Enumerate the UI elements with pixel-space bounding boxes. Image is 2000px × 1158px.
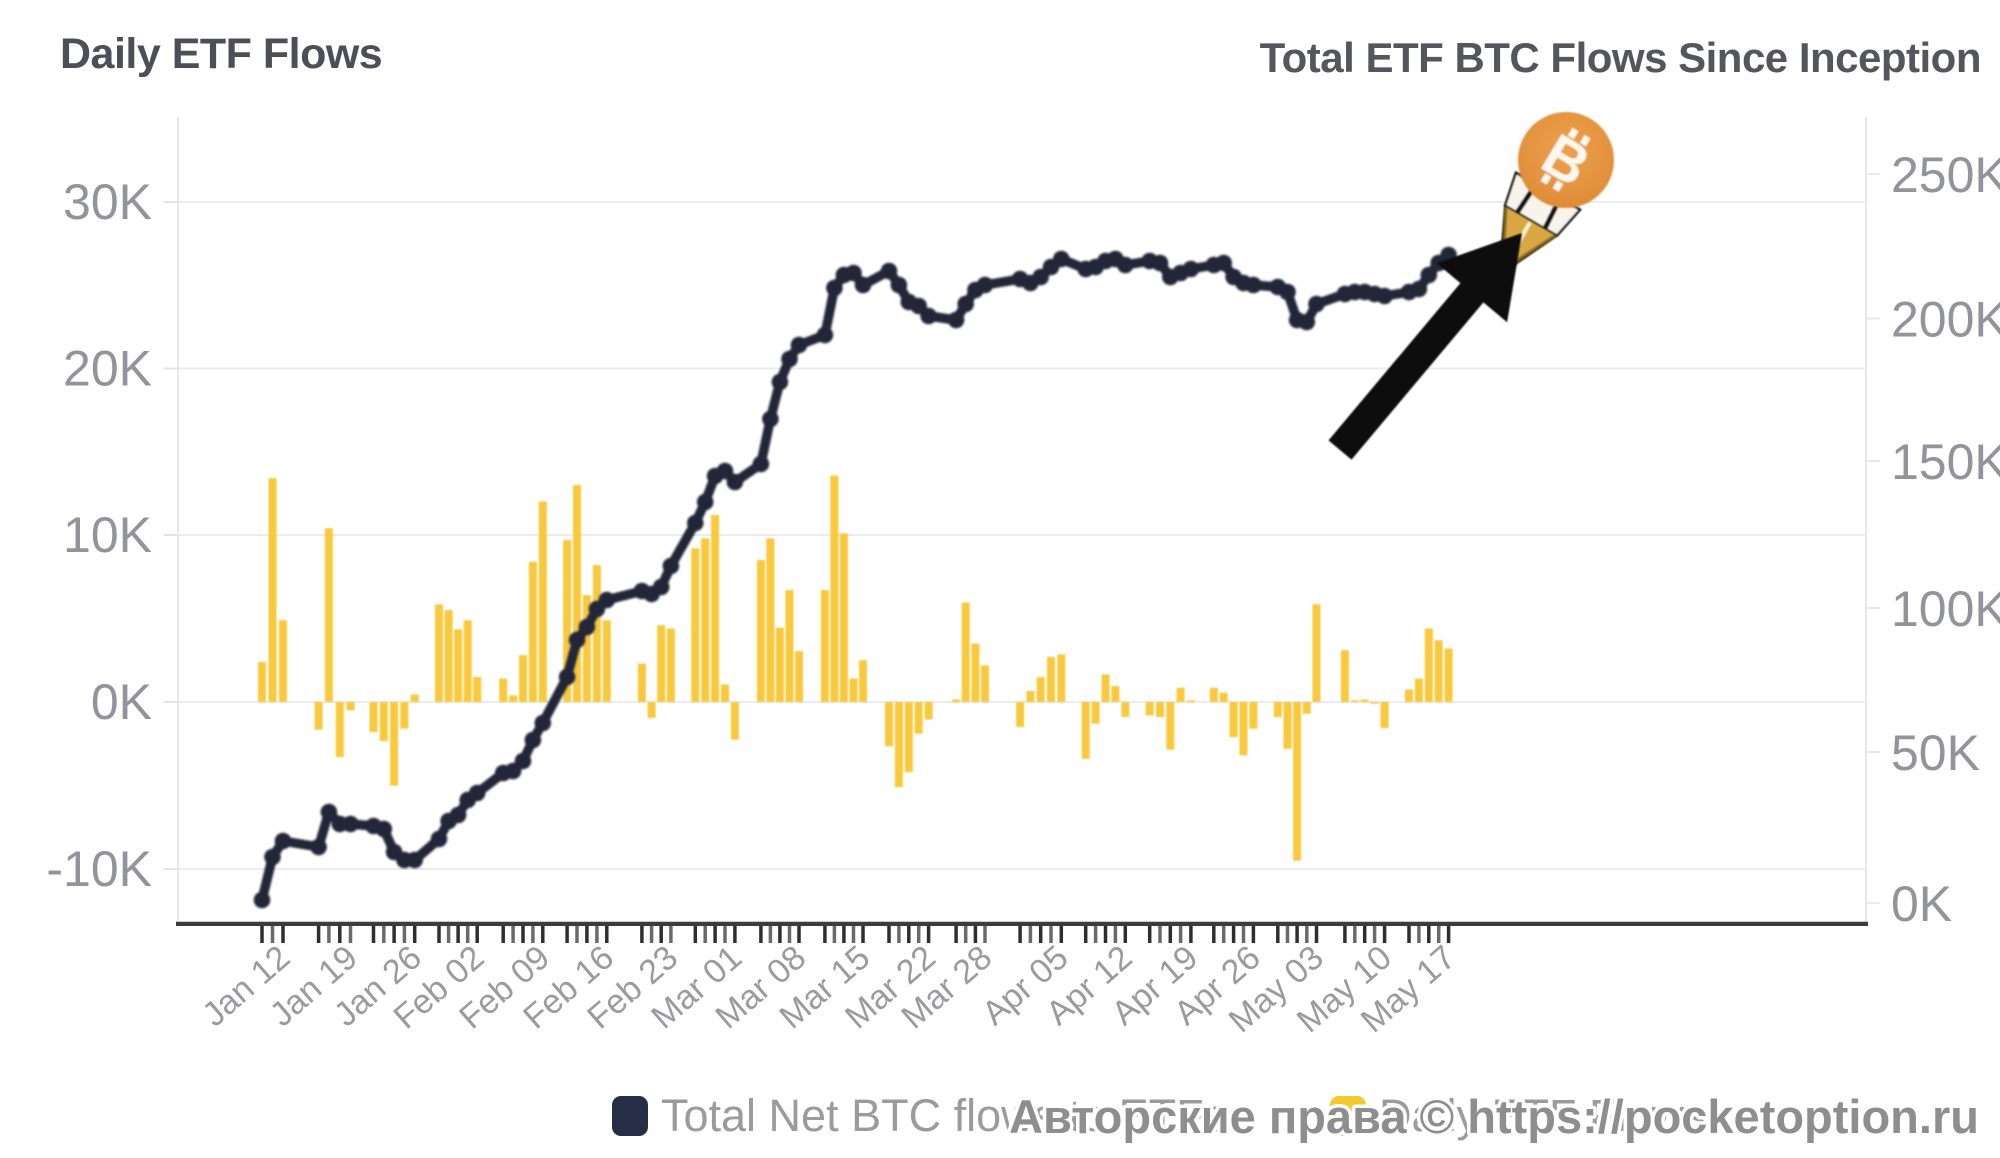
svg-text:-10K: -10K — [46, 841, 152, 897]
svg-text:10K: 10K — [63, 507, 152, 563]
svg-text:Daily ETF Flows: Daily ETF Flows — [60, 30, 382, 78]
svg-text:150K: 150K — [1891, 434, 2000, 490]
svg-text:0K: 0K — [91, 674, 152, 730]
svg-text:Daily ETF Flows: Daily ETF Flows — [1379, 1090, 1707, 1141]
svg-text:20K: 20K — [63, 341, 152, 397]
svg-text:30K: 30K — [63, 174, 152, 230]
svg-text:0K: 0K — [1891, 876, 1952, 932]
svg-text:250K: 250K — [1891, 147, 2000, 203]
svg-text:Total Net BTC flows to ETFs: Total Net BTC flows to ETFs — [661, 1090, 1226, 1141]
svg-text:Total ETF BTC Flows Since Ince: Total ETF BTC Flows Since Inception — [1260, 34, 1981, 81]
svg-text:50K: 50K — [1891, 725, 1980, 781]
svg-text:200K: 200K — [1891, 292, 2000, 348]
svg-text:Авторские права © https://pock: Авторские права © https://pocketoption.r… — [1009, 1090, 1979, 1143]
svg-text:100K: 100K — [1891, 581, 2000, 637]
